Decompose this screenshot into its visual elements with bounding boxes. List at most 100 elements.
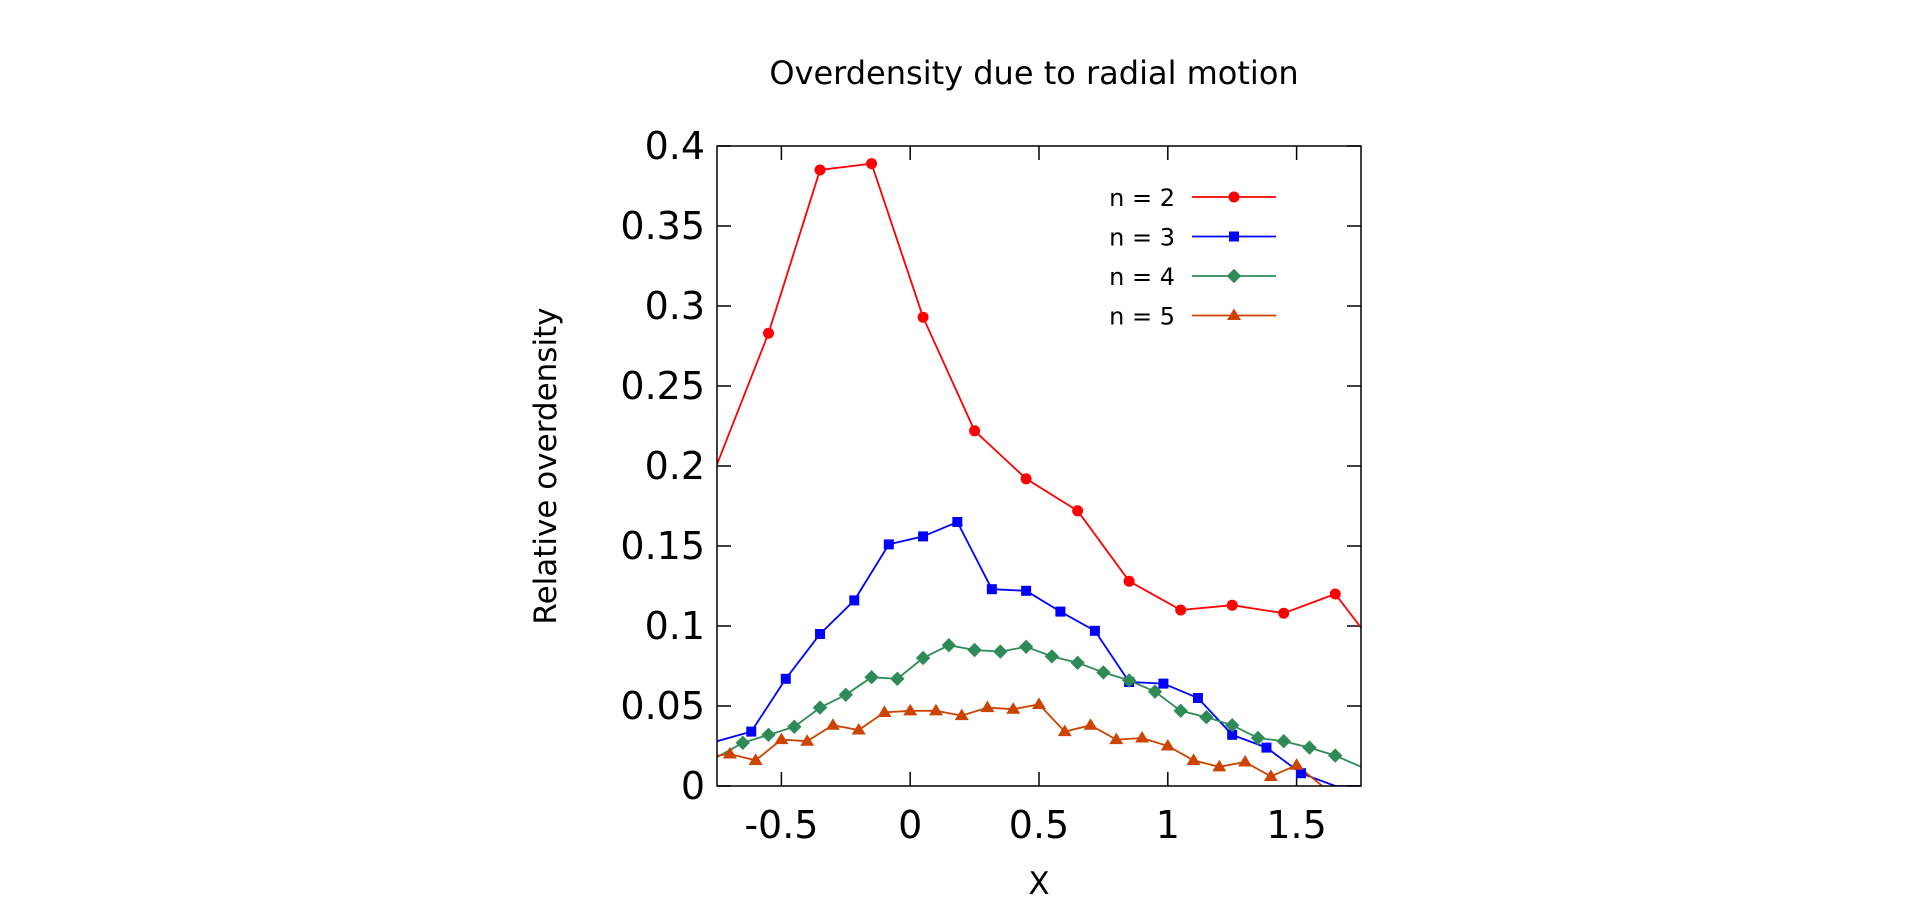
data-point [1329, 588, 1341, 600]
data-point [941, 638, 957, 653]
data-point [969, 425, 981, 437]
data-point [877, 705, 892, 717]
y-tick-label: 0.35 [620, 204, 705, 248]
legend-item: n = 4 [1109, 263, 1276, 291]
x-axis-tick-labels: -0.5 0 0.5 1 1.5 [744, 803, 1326, 847]
data-point [993, 644, 1008, 659]
data-point [761, 727, 776, 742]
data-point [1226, 599, 1238, 611]
data-point [883, 539, 894, 550]
data-point [1032, 697, 1046, 709]
data-point [780, 673, 791, 684]
data-point [1070, 655, 1085, 670]
data-point [1295, 768, 1306, 779]
data-point [1302, 740, 1317, 755]
series-markers-3 [735, 638, 1343, 763]
data-point [1328, 748, 1343, 763]
series-line-1 [717, 162, 1361, 629]
data-point [1006, 702, 1021, 714]
data-point [825, 718, 840, 730]
data-point [1057, 724, 1072, 737]
data-point [1227, 729, 1238, 740]
data-point [1261, 742, 1272, 753]
x-tick-label: 1 [1156, 803, 1180, 847]
data-point [800, 734, 815, 746]
data-point [1238, 755, 1253, 767]
data-point [722, 747, 737, 759]
data-point [1278, 607, 1290, 619]
x-tick-label: 0.5 [1009, 803, 1069, 847]
y-tick-label: 0.1 [645, 604, 705, 648]
data-point [812, 700, 828, 715]
y-tick-label: 0.4 [645, 124, 705, 168]
legend-label: n = 5 [1109, 303, 1175, 331]
data-point [838, 687, 853, 702]
data-point [1020, 473, 1032, 485]
data-point [1083, 718, 1098, 730]
series-line-2 [717, 520, 1361, 786]
data-point [866, 158, 878, 170]
data-point [1109, 732, 1124, 745]
legend-label: n = 3 [1109, 224, 1175, 252]
plot-series [717, 162, 1361, 786]
data-point [864, 670, 879, 685]
chart-title: Overdensity due to radial motion [769, 54, 1298, 92]
data-point [1276, 734, 1291, 749]
data-point [890, 671, 905, 686]
data-point [1158, 678, 1169, 689]
data-point [1089, 625, 1100, 636]
plot-frame [716, 145, 1362, 787]
x-tick-label: 0 [898, 803, 922, 847]
data-point [1021, 585, 1032, 596]
y-tick-label: 0.15 [620, 524, 705, 568]
data-point [1212, 759, 1227, 772]
y-tick-label: 0.3 [645, 284, 705, 328]
legend-marker [1228, 191, 1240, 203]
data-point [1250, 730, 1266, 746]
data-point [774, 732, 789, 745]
x-tick-label: 1.5 [1266, 803, 1326, 847]
data-point [1135, 731, 1150, 743]
series-markers-4 [722, 697, 1304, 781]
data-point [1147, 684, 1163, 699]
legend-item: n = 3 [1109, 224, 1276, 252]
data-point [787, 719, 802, 734]
legend: n = 2 n = 3 n = 4 n = 5 [1109, 184, 1276, 331]
axis-ticks [717, 145, 1361, 787]
data-point [967, 642, 982, 658]
y-axis-tick-labels: 0 0.05 0.1 0.15 0.2 0.25 0.3 0.35 0.4 [620, 124, 705, 808]
data-point [1072, 505, 1084, 517]
y-tick-label: 0 [681, 764, 705, 808]
data-point [1225, 718, 1240, 733]
legend-marker [1226, 268, 1242, 284]
y-tick-label: 0.25 [620, 364, 705, 408]
y-tick-label: 0.05 [620, 684, 705, 728]
data-point [1173, 703, 1188, 718]
x-tick-label: -0.5 [744, 803, 818, 847]
y-axis-title: Relative overdensity [528, 307, 564, 624]
data-point [851, 723, 866, 735]
data-point [1175, 604, 1187, 616]
data-point [1192, 693, 1203, 703]
data-point [1199, 710, 1214, 725]
data-point [1289, 758, 1304, 770]
plot-markers [722, 158, 1343, 781]
data-point [917, 311, 929, 323]
data-point [918, 531, 929, 542]
data-point [1018, 639, 1034, 654]
data-point [849, 595, 860, 606]
data-point [1121, 673, 1137, 688]
data-point [763, 327, 775, 339]
data-point [986, 584, 997, 595]
series-markers-1 [763, 158, 1341, 619]
data-point [1160, 739, 1175, 751]
data-point [1096, 665, 1111, 680]
data-point [928, 703, 943, 716]
data-point [746, 726, 757, 737]
data-point [1123, 575, 1135, 587]
data-point [748, 753, 763, 765]
data-point [814, 164, 826, 176]
data-point [735, 735, 750, 750]
data-point [915, 650, 931, 666]
